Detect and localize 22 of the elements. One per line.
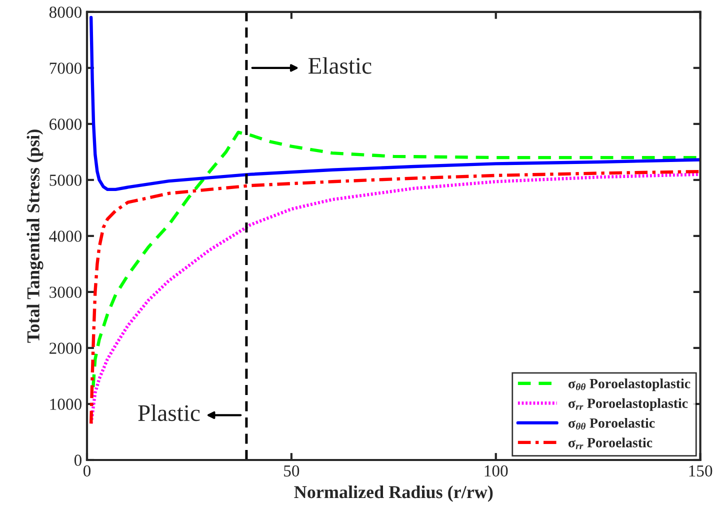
x-tick-label: 0 [83,465,91,477]
legend-label: σ$_{rr}$ Poroelastoplastic [568,398,688,411]
annotation: Plastic [138,404,200,422]
x-axis-title: Normalized Radius (r/rw) [294,486,493,502]
y-tick-label: 5000 [50,174,82,186]
y-tick-label: 4000 [49,230,82,242]
x-tick-label: 150 [689,465,712,477]
annotation: Elastic [308,57,372,74]
y-tick-label: 0 [74,454,82,466]
legend-label: σ$_{rr}$ Poroelastic [568,438,652,450]
x-tick-label: 100 [484,465,508,477]
y-tick-label: 7000 [50,62,82,74]
y-axis-title: Total Tangential Stress (psi) [26,130,44,343]
y-tick-label: 8000 [49,6,82,18]
line-series [89,16,700,192]
y-tick-label: 1000 [50,398,82,410]
y-tick-label: 2000 [50,342,82,354]
legend-label: σ$_{θθ}$ Poroelastic [568,418,655,430]
y-tick-label: 3000 [50,286,82,298]
y-tick-label: 6000 [50,118,82,130]
legend-label: σ$_{θθ}$ Poroelastoplastic [568,378,690,392]
x-tick-label: 50 [284,465,300,477]
